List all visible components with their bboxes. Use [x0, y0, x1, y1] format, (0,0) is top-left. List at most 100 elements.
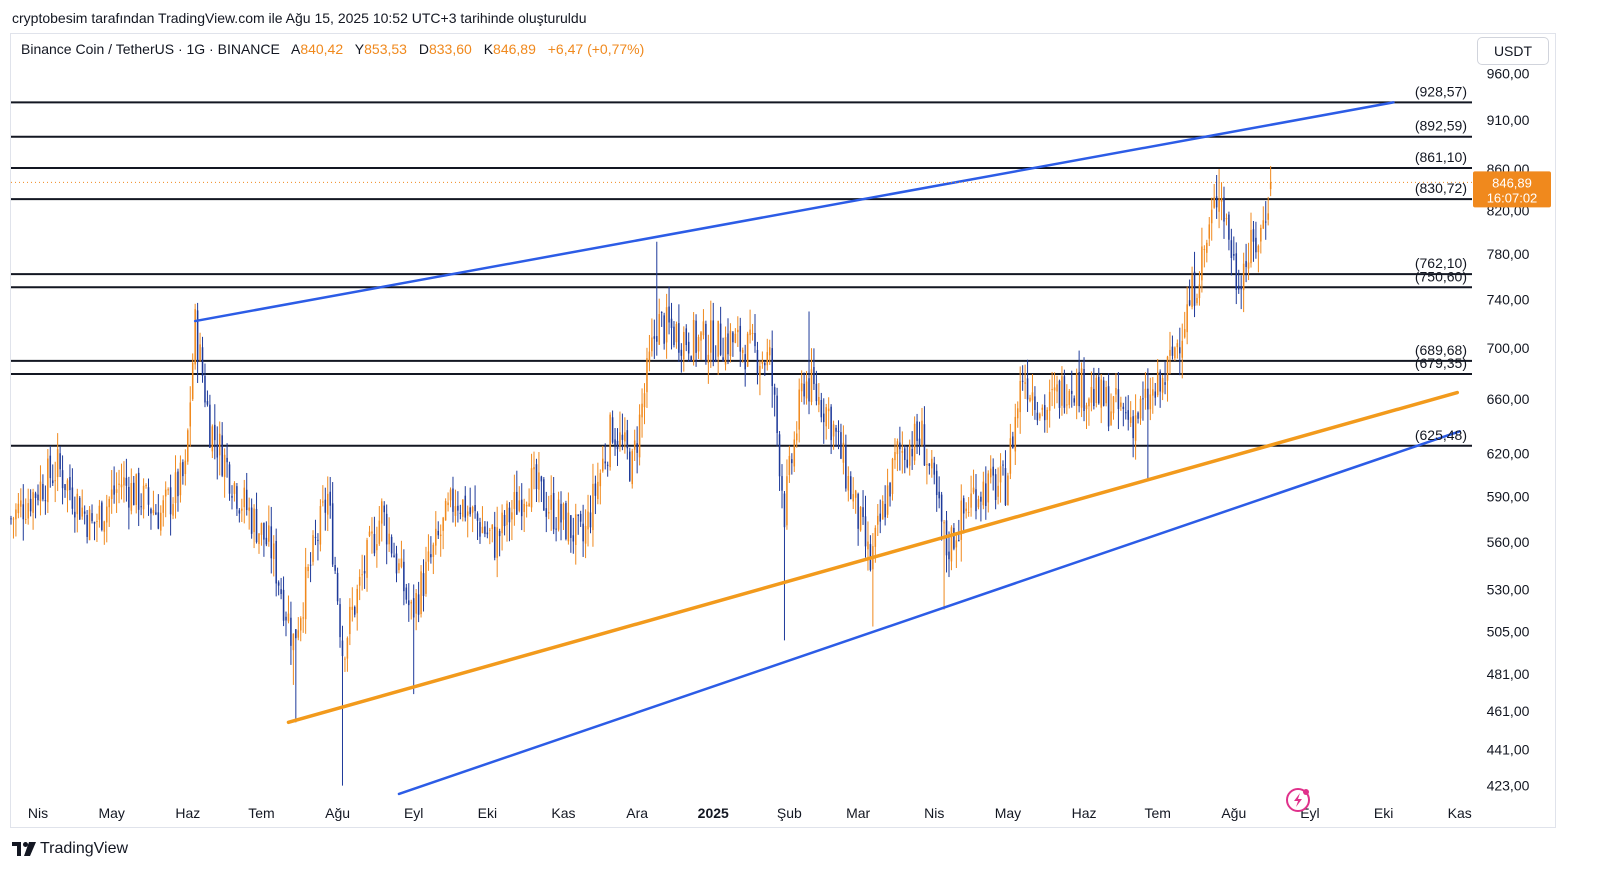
candle[interactable]: [631, 448, 633, 489]
candle[interactable]: [140, 493, 142, 516]
candle[interactable]: [1093, 367, 1095, 410]
candle[interactable]: [970, 475, 972, 517]
candle[interactable]: [120, 463, 123, 500]
candle[interactable]: [157, 494, 160, 530]
candle[interactable]: [530, 453, 533, 512]
candle[interactable]: [1127, 395, 1129, 431]
candle[interactable]: [1125, 396, 1127, 420]
candle[interactable]: [518, 486, 521, 513]
candle[interactable]: [167, 487, 169, 495]
candle[interactable]: [547, 495, 550, 520]
candle[interactable]: [737, 316, 739, 347]
candle[interactable]: [187, 428, 189, 465]
candle[interactable]: [1073, 395, 1075, 406]
candle[interactable]: [810, 348, 813, 406]
candle[interactable]: [331, 482, 334, 568]
candle[interactable]: [648, 334, 651, 372]
candle[interactable]: [346, 636, 349, 672]
candle[interactable]: [152, 490, 155, 516]
candle[interactable]: [589, 495, 592, 534]
candle[interactable]: [221, 422, 223, 478]
candle[interactable]: [1161, 375, 1164, 401]
candle[interactable]: [793, 431, 796, 473]
candle[interactable]: [989, 455, 992, 484]
candle[interactable]: [1051, 371, 1053, 407]
candle[interactable]: [1061, 366, 1063, 416]
candle[interactable]: [678, 304, 680, 363]
candle[interactable]: [329, 476, 331, 519]
candle[interactable]: [130, 468, 133, 515]
candle[interactable]: [771, 330, 773, 408]
candle[interactable]: [609, 412, 611, 471]
candle[interactable]: [285, 611, 287, 637]
candle[interactable]: [142, 478, 145, 519]
candle[interactable]: [1034, 386, 1036, 420]
candle[interactable]: [690, 355, 692, 362]
candle[interactable]: [1159, 369, 1161, 408]
candle[interactable]: [935, 464, 938, 512]
candle[interactable]: [1267, 196, 1269, 226]
candle[interactable]: [1220, 182, 1223, 221]
candle[interactable]: [233, 481, 236, 502]
candle[interactable]: [442, 516, 444, 550]
candle[interactable]: [299, 616, 302, 642]
candle[interactable]: [805, 370, 808, 405]
candle[interactable]: [108, 496, 110, 527]
candle[interactable]: [54, 461, 56, 503]
candle[interactable]: [51, 464, 54, 486]
candle[interactable]: [621, 413, 624, 451]
currency-selector[interactable]: USDT: [1477, 37, 1549, 65]
candle[interactable]: [842, 425, 845, 475]
candle[interactable]: [268, 505, 270, 547]
candle[interactable]: [282, 576, 285, 627]
candle[interactable]: [685, 324, 688, 352]
candle[interactable]: [115, 472, 118, 513]
candle[interactable]: [1179, 327, 1181, 376]
candle[interactable]: [1075, 368, 1078, 420]
candle[interactable]: [24, 498, 27, 524]
candle[interactable]: [1198, 271, 1201, 306]
candle[interactable]: [611, 410, 614, 444]
candle[interactable]: [707, 334, 710, 384]
candle[interactable]: [992, 458, 994, 491]
candle[interactable]: [64, 484, 66, 498]
candle[interactable]: [953, 523, 955, 551]
candle[interactable]: [872, 533, 874, 627]
candle[interactable]: [110, 470, 113, 514]
candle[interactable]: [147, 478, 150, 516]
candle[interactable]: [943, 519, 945, 610]
candle[interactable]: [371, 517, 373, 554]
candle[interactable]: [137, 467, 140, 527]
candle[interactable]: [808, 311, 810, 415]
candle[interactable]: [1154, 382, 1157, 406]
candle[interactable]: [444, 498, 447, 521]
candle[interactable]: [302, 602, 304, 633]
candle[interactable]: [172, 497, 174, 520]
candle[interactable]: [687, 332, 690, 362]
candle[interactable]: [322, 485, 324, 507]
candle[interactable]: [1080, 362, 1083, 418]
candle[interactable]: [1181, 323, 1184, 379]
candle[interactable]: [452, 476, 454, 523]
candle[interactable]: [683, 326, 685, 372]
candle[interactable]: [270, 506, 273, 574]
candle[interactable]: [1225, 213, 1228, 226]
trendline-support-rising[interactable]: [286, 390, 1460, 725]
candle[interactable]: [334, 556, 336, 575]
candle[interactable]: [400, 540, 403, 569]
candle[interactable]: [56, 433, 59, 492]
candle[interactable]: [629, 447, 631, 482]
candle[interactable]: [184, 449, 187, 486]
candle[interactable]: [206, 390, 209, 407]
candle[interactable]: [194, 303, 196, 370]
candle[interactable]: [1218, 169, 1220, 229]
candle[interactable]: [1026, 359, 1029, 412]
candle[interactable]: [994, 468, 997, 510]
candle[interactable]: [398, 558, 400, 574]
candle[interactable]: [727, 318, 729, 365]
candle[interactable]: [535, 458, 538, 503]
candle[interactable]: [719, 306, 722, 357]
candle[interactable]: [862, 490, 864, 525]
candle[interactable]: [525, 501, 528, 518]
candle[interactable]: [751, 323, 754, 341]
